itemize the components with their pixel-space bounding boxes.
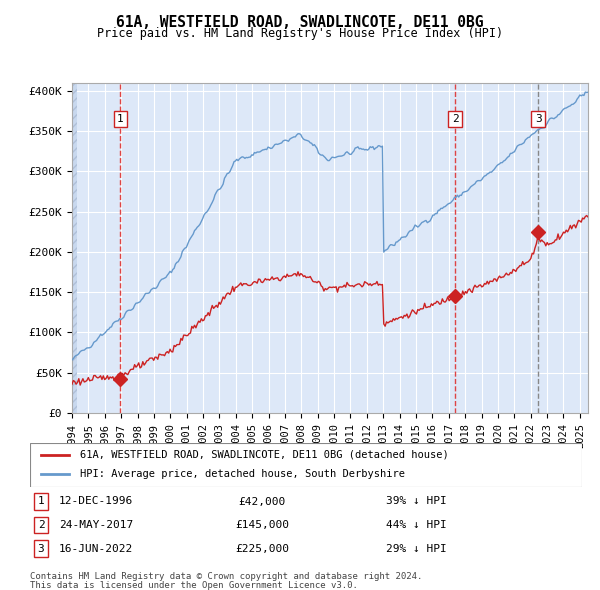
Text: Contains HM Land Registry data © Crown copyright and database right 2024.: Contains HM Land Registry data © Crown c… — [30, 572, 422, 581]
Text: £42,000: £42,000 — [238, 497, 286, 506]
Text: 61A, WESTFIELD ROAD, SWADLINCOTE, DE11 0BG: 61A, WESTFIELD ROAD, SWADLINCOTE, DE11 0… — [116, 15, 484, 30]
FancyBboxPatch shape — [30, 442, 582, 487]
Text: 39% ↓ HPI: 39% ↓ HPI — [386, 497, 447, 506]
Text: 3: 3 — [38, 544, 44, 553]
Text: 61A, WESTFIELD ROAD, SWADLINCOTE, DE11 0BG (detached house): 61A, WESTFIELD ROAD, SWADLINCOTE, DE11 0… — [80, 450, 448, 460]
Text: 29% ↓ HPI: 29% ↓ HPI — [386, 544, 447, 553]
Text: 2: 2 — [452, 114, 458, 124]
Text: 44% ↓ HPI: 44% ↓ HPI — [386, 520, 447, 530]
Text: 24-MAY-2017: 24-MAY-2017 — [59, 520, 133, 530]
Text: 2: 2 — [38, 520, 44, 530]
Text: This data is licensed under the Open Government Licence v3.0.: This data is licensed under the Open Gov… — [30, 581, 358, 590]
Bar — [72, 83, 77, 413]
Text: 16-JUN-2022: 16-JUN-2022 — [59, 544, 133, 553]
Text: 1: 1 — [38, 497, 44, 506]
Text: 3: 3 — [535, 114, 542, 124]
Text: Price paid vs. HM Land Registry's House Price Index (HPI): Price paid vs. HM Land Registry's House … — [97, 27, 503, 40]
Text: 12-DEC-1996: 12-DEC-1996 — [59, 497, 133, 506]
Text: 1: 1 — [117, 114, 124, 124]
Text: £145,000: £145,000 — [235, 520, 289, 530]
Text: £225,000: £225,000 — [235, 544, 289, 553]
Text: HPI: Average price, detached house, South Derbyshire: HPI: Average price, detached house, Sout… — [80, 470, 404, 479]
